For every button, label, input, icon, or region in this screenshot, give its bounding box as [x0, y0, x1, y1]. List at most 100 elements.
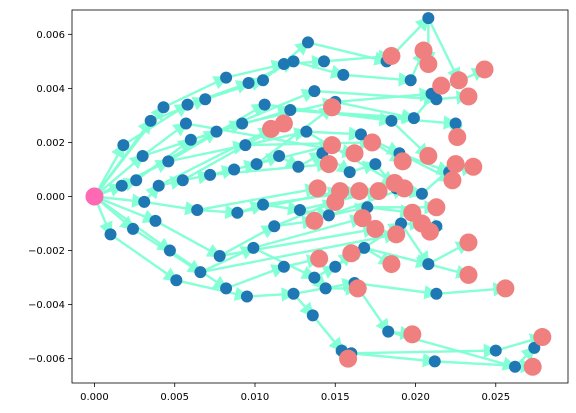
node-point: [152, 179, 165, 192]
leaf-point: [326, 192, 345, 211]
node-point: [343, 166, 356, 179]
node-point: [115, 179, 128, 192]
edge-arrow: [351, 352, 438, 368]
edge-arrow: [94, 195, 158, 224]
leaf-point: [382, 46, 401, 65]
y-tick-label: 0.004: [36, 84, 65, 95]
leaf-point: [323, 98, 342, 117]
edge-arrow: [196, 183, 320, 212]
edge-arrow: [246, 287, 296, 302]
leaf-point: [395, 179, 414, 198]
edge-arrow: [176, 279, 250, 301]
edge-arrow: [245, 135, 375, 150]
leaf-point: [353, 209, 372, 228]
edge-arrow: [311, 314, 344, 353]
leaf-point: [339, 349, 358, 368]
node-point: [337, 68, 350, 81]
node-point: [194, 266, 207, 279]
node-point: [287, 55, 300, 68]
node-point: [422, 12, 435, 25]
leaf-point: [523, 357, 542, 376]
node-point: [181, 98, 194, 111]
leaf-point: [446, 155, 465, 174]
leaf-point: [459, 87, 478, 106]
node-point: [329, 260, 342, 273]
node-point: [415, 187, 428, 200]
node-point: [191, 204, 204, 217]
edge-arrow: [93, 154, 145, 198]
node-point: [228, 163, 241, 176]
y-tick-label: 0.002: [36, 138, 65, 149]
node-point: [489, 344, 502, 357]
root-point: [85, 187, 104, 206]
leaf-point: [496, 279, 515, 298]
leaf-point: [310, 249, 329, 268]
node-point: [292, 160, 305, 173]
y-tick-label: 0.000: [36, 192, 65, 203]
edge-arrow: [141, 122, 188, 157]
edge-arrow: [154, 219, 222, 258]
node-point: [220, 71, 233, 84]
x-axis: 0.000 0.005 0.010 0.015 0.020 0.025: [80, 383, 510, 403]
edge-arrow: [427, 17, 461, 83]
edge-arrow: [306, 126, 364, 141]
node-point: [176, 174, 189, 187]
node-point: [428, 355, 441, 368]
node-point: [430, 287, 443, 300]
edge-arrow: [158, 127, 274, 187]
node-point: [385, 114, 398, 127]
edge-arrow: [290, 108, 459, 130]
leaf-point: [342, 244, 361, 263]
node-point: [117, 139, 130, 152]
node-point: [301, 36, 314, 49]
leaf-point: [432, 76, 451, 95]
node-point: [149, 214, 162, 227]
node-point: [210, 125, 223, 138]
edge-arrow: [293, 60, 346, 79]
edge-arrow: [354, 281, 439, 300]
node-point: [250, 158, 263, 171]
edge-arrow: [343, 72, 414, 87]
node-point: [268, 220, 281, 233]
leaf-point: [427, 198, 446, 217]
leaf-point: [348, 279, 367, 298]
node-point: [430, 93, 443, 106]
node-point: [257, 198, 270, 211]
edge-arrow: [200, 229, 399, 274]
node-point: [293, 204, 306, 217]
node-point: [528, 341, 541, 354]
x-tick-label: 0.000: [80, 392, 109, 403]
node-point: [319, 282, 332, 295]
node-point: [213, 249, 226, 262]
node-point: [242, 76, 255, 89]
leaf-point: [403, 325, 422, 344]
node-point: [199, 93, 212, 106]
leaf-point: [420, 222, 439, 241]
leaf-point: [443, 171, 462, 190]
edge-arrow: [335, 100, 417, 123]
edge-arrow: [197, 204, 240, 220]
leaf-point: [448, 128, 467, 147]
node-point: [273, 149, 286, 162]
node-point: [104, 228, 117, 241]
plot-area: [85, 12, 552, 376]
x-tick-label: 0.020: [401, 392, 430, 403]
node-point: [369, 158, 382, 171]
leaf-point: [345, 144, 364, 163]
node-point: [163, 244, 176, 257]
node-point: [358, 241, 371, 254]
node-point: [236, 117, 249, 130]
node-point: [162, 155, 175, 168]
edge-arrow: [225, 264, 287, 290]
leaf-point: [319, 155, 338, 174]
edge-arrow: [323, 49, 394, 65]
leaf-point: [366, 219, 385, 238]
edge-arrow: [199, 246, 256, 274]
y-tick-label: 0.006: [36, 30, 65, 41]
node-point: [136, 149, 149, 162]
node-point: [184, 133, 197, 146]
edge-arrow: [335, 87, 434, 104]
leaf-point: [419, 55, 438, 74]
leaf-point: [387, 225, 406, 244]
